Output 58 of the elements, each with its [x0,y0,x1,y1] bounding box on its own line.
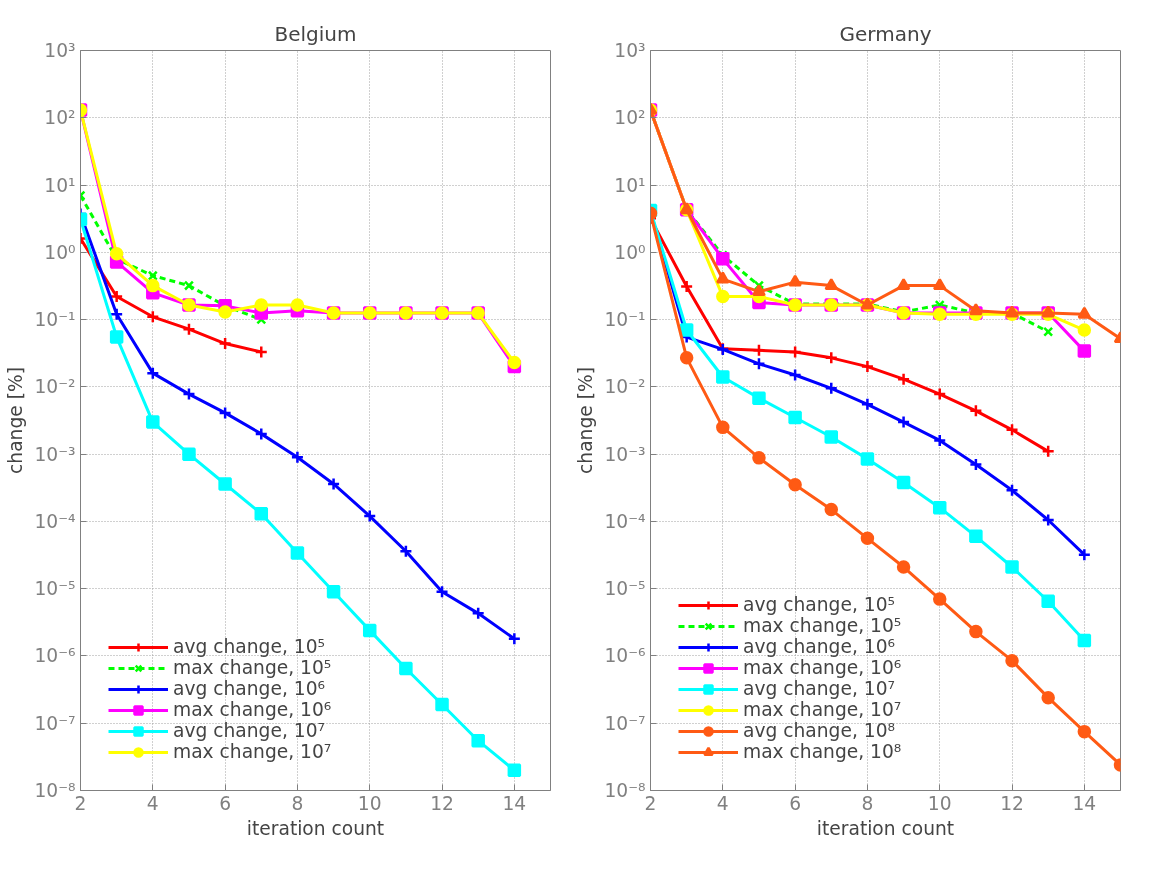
chart-title: Germany [839,21,932,46]
x-tick-label: 8 [861,792,874,814]
y-tick-label: 10² [44,107,76,129]
y-tick-label: 10⁻⁸ [34,780,76,801]
y-tick-label: 10⁻² [34,376,76,398]
y-tick-label: 10⁻² [604,376,646,398]
legend-label: avg change, 10⁶ [743,636,895,657]
x-tick-label: 2 [74,792,87,814]
x-axis-title: iteration count [246,817,385,839]
legend-label: avg change, 10⁷ [743,678,895,699]
x-tick-label: 14 [1072,792,1097,814]
x-tick-label: 6 [219,792,232,814]
x-tick-label: 10 [357,792,382,814]
y-tick-label: 10⁻⁶ [604,645,646,667]
legend-label: max change, 10⁸ [743,741,902,762]
x-tick-label: 10 [927,792,952,814]
x-axis-title: iteration count [816,817,955,839]
legend-label: max change, 10⁷ [173,741,332,762]
y-tick-label: 10⁰ [44,241,76,263]
y-tick-label: 10⁻³ [34,443,76,465]
x-tick-label: 6 [789,792,802,814]
x-tick-label: 8 [291,792,304,814]
y-tick-label: 10⁻⁴ [604,510,646,532]
legend-label: avg change, 10⁵ [173,636,325,657]
x-tick-label: 2 [644,792,657,814]
y-tick-label: 10¹ [44,174,76,196]
x-tick-label: 4 [146,792,159,814]
y-tick-label: 10⁻⁴ [34,510,76,532]
legend-label: avg change, 10⁸ [743,720,895,741]
legend-label: max change, 10⁶ [173,699,332,720]
y-tick-label: 10³ [614,40,646,61]
legend-label: max change, 10⁷ [743,699,902,720]
y-tick-label: 10² [614,107,646,129]
x-tick-label: 12 [1000,792,1024,814]
x-tick-label: 12 [430,792,454,814]
x-tick-label: 14 [502,792,527,814]
y-tick-label: 10⁻⁷ [604,712,646,734]
legend-label: avg change, 10⁷ [173,720,325,741]
y-tick-label: 10⁻⁷ [34,712,76,734]
y-tick-label: 10⁻⁵ [604,578,646,600]
y-tick-label: 10¹ [614,174,646,196]
chart-title: Belgium [274,21,357,46]
legend-label: max change, 10⁵ [743,615,902,636]
legend-label: avg change, 10⁶ [173,678,325,699]
legend-label: avg change, 10⁵ [743,594,895,615]
legend-label: max change, 10⁵ [173,657,332,678]
y-tick-label: 10⁻⁵ [34,578,76,600]
y-tick-label: 10⁻⁸ [604,780,646,801]
y-tick-label: 10⁻¹ [604,309,646,331]
y-axis-title: change [%] [5,367,27,474]
y-axis-title: change [%] [575,367,597,474]
y-tick-label: 10⁻¹ [34,309,76,331]
y-tick-label: 10⁰ [614,241,646,263]
legend-label: max change, 10⁶ [743,657,902,678]
y-tick-label: 10³ [44,40,76,61]
x-tick-label: 4 [716,792,729,814]
y-tick-label: 10⁻⁶ [34,645,76,667]
y-tick-label: 10⁻³ [604,443,646,465]
